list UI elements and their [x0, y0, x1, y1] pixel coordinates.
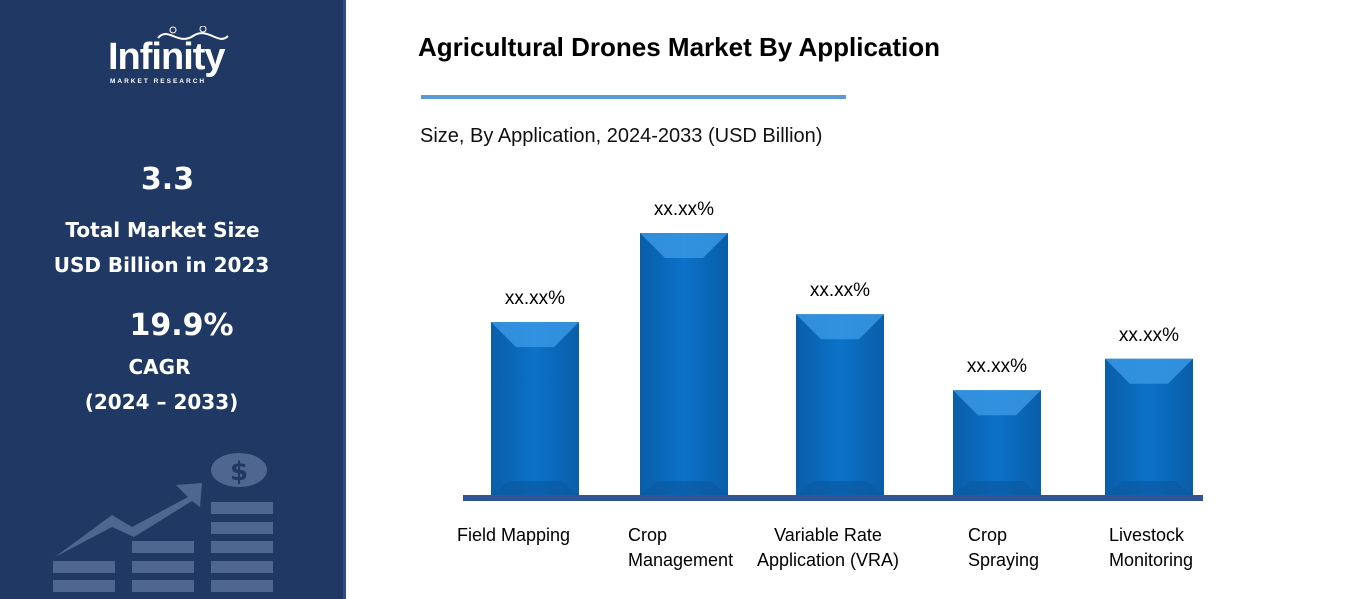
bar-bevel-top: [953, 390, 1041, 416]
bar-bevel-bottom: [1105, 481, 1193, 495]
bar-bevel-top: [491, 322, 579, 348]
category-label: Crop: [968, 525, 1007, 545]
logo-infinity-swirl-icon: [157, 26, 229, 40]
chart-title: Agricultural Drones Market By Applicatio…: [418, 32, 941, 62]
market-size-value: 3.3: [140, 162, 195, 197]
bar-group: xx.xx% Field Mapping: [457, 288, 579, 545]
market-size-unit: USD Billion in 2023: [53, 253, 270, 277]
category-label: Livestock: [1109, 525, 1185, 545]
data-label: xx.xx%: [967, 356, 1027, 377]
chart-subtitle: Size, By Application, 2024-2033 (USD Bil…: [420, 125, 823, 147]
bar: [491, 322, 579, 495]
bar-bevel-bottom: [953, 481, 1041, 495]
data-label: xx.xx%: [810, 280, 870, 301]
category-label: Application (VRA): [757, 550, 899, 570]
bar: [796, 314, 884, 495]
market-size-label: Total Market Size: [65, 218, 260, 242]
bar-bevel-bottom: [796, 481, 884, 495]
infinity-logo: Infinity MARKET RESEARCH: [108, 26, 248, 90]
bar-bevel-bottom: [640, 481, 728, 495]
bar-group: xx.xx% Variable Rate Application (VRA): [757, 280, 899, 570]
bar-bevel-top: [640, 233, 728, 258]
bar-bevel-bottom: [491, 481, 579, 495]
bar-group: xx.xx% Crop Spraying: [953, 356, 1041, 570]
growth-chart-icon: $: [53, 453, 273, 592]
cagr-label: CAGR: [128, 355, 191, 379]
title-underline: [421, 95, 846, 99]
data-label: xx.xx%: [1119, 325, 1179, 346]
svg-text:$: $: [230, 457, 248, 487]
bar-bevel-top: [796, 314, 884, 340]
bar-bevel-top: [1105, 358, 1193, 384]
bar: [640, 233, 728, 495]
category-label: Management: [628, 550, 733, 570]
category-label: Variable Rate: [774, 525, 882, 545]
category-label: Field Mapping: [457, 525, 570, 545]
category-label: Crop: [628, 525, 667, 545]
cagr-period: (2024 – 2033): [84, 390, 239, 414]
data-label: xx.xx%: [654, 199, 714, 220]
category-label: Monitoring: [1109, 550, 1193, 570]
sidebar: Infinity MARKET RESEARCH 3.3 Total Marke…: [0, 0, 346, 599]
category-label: Spraying: [968, 550, 1039, 570]
bar-group: xx.xx% Livestock Monitoring: [1105, 325, 1193, 570]
bar-group: xx.xx% Crop Management: [628, 199, 733, 570]
cagr-value: 19.9%: [129, 308, 234, 343]
chart-baseline: [463, 495, 1203, 501]
data-label: xx.xx%: [505, 288, 565, 309]
